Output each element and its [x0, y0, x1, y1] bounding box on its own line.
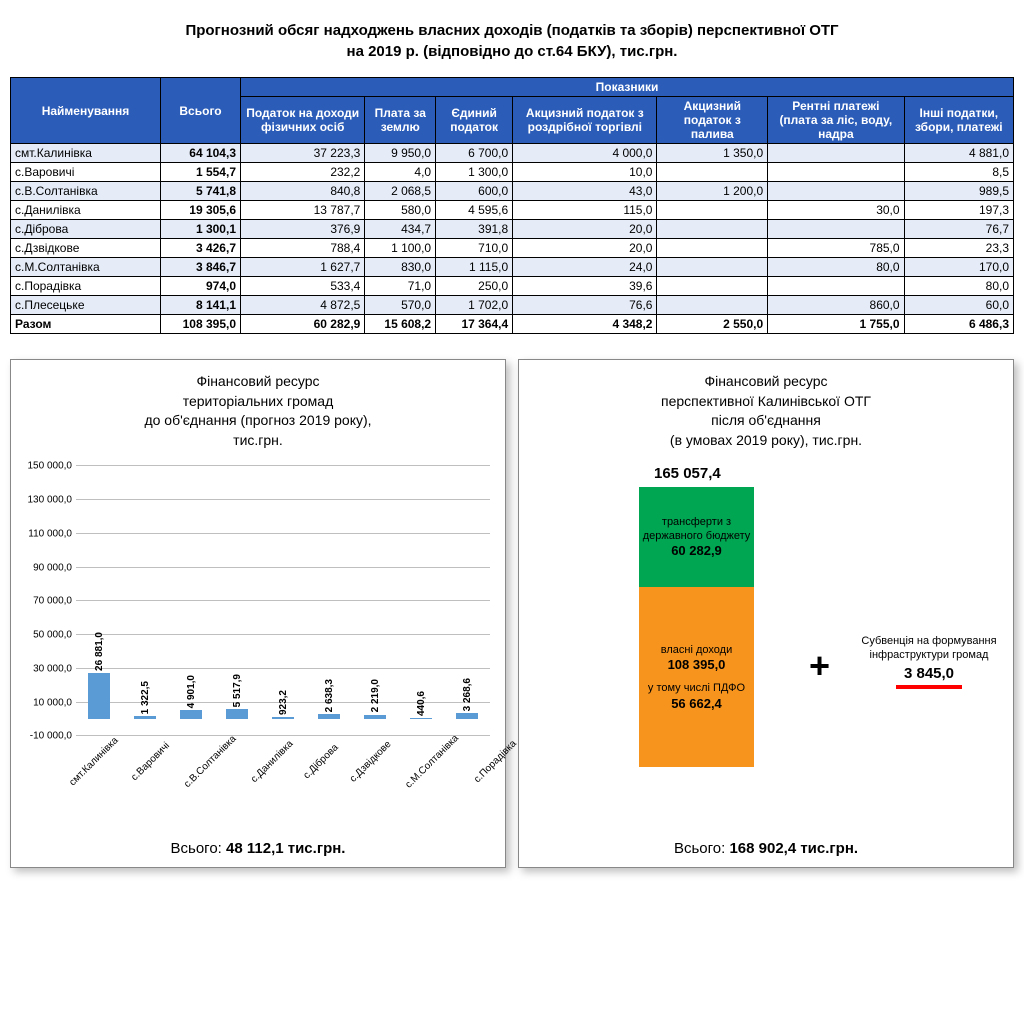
bar-slot: 26 881,0 — [76, 465, 122, 735]
bar-value-label: 3 268,6 — [462, 678, 473, 711]
table-row: с.Данилівка19 305,613 787,7580,04 595,61… — [11, 201, 1014, 220]
right-chart: Фінансовий ресурсперспективної Калинівсь… — [518, 359, 1014, 868]
x-tick-label: смт.Калинівка — [76, 735, 140, 835]
y-tick-label: 110 000,0 — [28, 528, 76, 539]
x-tick-label: с.В.Солтанівка — [190, 735, 259, 835]
subvention: Субвенція на формування інфраструктури г… — [859, 635, 999, 688]
col-name: Найменування — [11, 78, 161, 144]
seg-own: власні доходи 108 395,0 у тому числі ПДФ… — [639, 587, 754, 767]
bar-slot: 2 219,0 — [352, 465, 398, 735]
col-5: Акцизний податок з роздрібної торгівлі — [513, 97, 657, 144]
col-8: Інші податки, збори, платежі — [904, 97, 1013, 144]
revenue-table: Найменування Всього Показники Податок на… — [10, 77, 1014, 334]
right-chart-title: Фінансовий ресурсперспективної Калинівсь… — [529, 372, 1003, 450]
table-row: с.Дзвідкове3 426,7788,41 100,0710,020,07… — [11, 239, 1014, 258]
bar-value-label: 2 219,0 — [370, 679, 381, 712]
left-chart-title: Фінансовий ресурстериторіальних громаддо… — [21, 372, 495, 450]
bar-value-label: 4 901,0 — [186, 675, 197, 708]
bar-value-label: 5 517,9 — [232, 674, 243, 707]
col-2: Податок на доходи фізичних осіб — [241, 97, 365, 144]
bar-slot: 923,2 — [260, 465, 306, 735]
table-row: с.М.Солтанівка3 846,71 627,7830,01 115,0… — [11, 258, 1014, 277]
bar-value-label: 1 322,5 — [140, 681, 151, 714]
right-total: Всього: 168 902,4 тис.грн. — [529, 840, 1003, 857]
bar — [180, 710, 202, 718]
col-3: Плата за землю — [365, 97, 436, 144]
col-6: Акцизний податок з палива — [657, 97, 768, 144]
page-title: Прогнозний обсяг надходжень власних дохо… — [10, 20, 1014, 62]
y-tick-label: 10 000,0 — [33, 697, 76, 708]
x-tick-label: с.Данилівка — [259, 735, 314, 835]
left-total: Всього: 48 112,1 тис.грн. — [21, 840, 495, 857]
y-tick-label: 50 000,0 — [33, 630, 76, 641]
bar — [272, 717, 294, 719]
table-total-row: Разом108 395,060 282,915 608,217 364,44 … — [11, 315, 1014, 334]
bar — [410, 718, 432, 719]
table-row: смт.Калинівка64 104,337 223,39 950,06 70… — [11, 144, 1014, 163]
bar-slot: 3 268,6 — [444, 465, 490, 735]
y-tick-label: 30 000,0 — [33, 663, 76, 674]
y-tick-label: 90 000,0 — [33, 562, 76, 573]
table-row: с.Діброва1 300,1376,9434,7391,820,076,7 — [11, 220, 1014, 239]
bar — [88, 673, 110, 718]
bar-slot: 4 901,0 — [168, 465, 214, 735]
stack: трансферти з державного бюджету 60 282,9… — [639, 487, 754, 767]
bar — [134, 716, 156, 718]
bar — [456, 713, 478, 719]
plus-icon: + — [809, 645, 830, 687]
y-tick-label: 130 000,0 — [28, 495, 77, 506]
bar-value-label: 440,6 — [416, 691, 427, 716]
table-row: с.В.Солтанівка5 741,8840,82 068,5600,043… — [11, 182, 1014, 201]
col-4: Єдиний податок — [436, 97, 513, 144]
bar — [364, 715, 386, 719]
col-group: Показники — [241, 78, 1014, 97]
left-chart: Фінансовий ресурстериторіальних громаддо… — [10, 359, 506, 868]
bar-slot: 440,6 — [398, 465, 444, 735]
x-tick-label: с.Варовичі — [140, 735, 189, 835]
bar-slot: 1 322,5 — [122, 465, 168, 735]
y-tick-label: 150 000,0 — [28, 461, 77, 472]
seg-transfers: трансферти з державного бюджету 60 282,9 — [639, 487, 754, 587]
bar — [226, 709, 248, 718]
table-row: с.Плесецьке8 141,14 872,5570,01 702,076,… — [11, 296, 1014, 315]
bar-value-label: 923,2 — [278, 690, 289, 715]
stack-total: 165 057,4 — [654, 465, 721, 482]
table-row: с.Порадівка974,0533,471,0250,039,680,0 — [11, 277, 1014, 296]
x-tick-label: с.М.Солтанівка — [411, 735, 482, 835]
bar-slot: 5 517,9 — [214, 465, 260, 735]
bar — [318, 714, 340, 718]
y-tick-label: 70 000,0 — [33, 596, 76, 607]
bar-value-label: 26 881,0 — [94, 632, 105, 671]
bar-slot: 2 638,3 — [306, 465, 352, 735]
col-total: Всього — [161, 78, 241, 144]
table-row: с.Варовичі1 554,7232,24,01 300,010,08,5 — [11, 163, 1014, 182]
col-7: Рентні платежі (плата за ліс, воду, надр… — [768, 97, 904, 144]
x-tick-label: с.Дзвідкове — [358, 735, 412, 835]
x-tick-label: с.Діброва — [313, 735, 357, 835]
bar-value-label: 2 638,3 — [324, 679, 335, 712]
y-tick-label: -10 000,0 — [30, 731, 76, 742]
